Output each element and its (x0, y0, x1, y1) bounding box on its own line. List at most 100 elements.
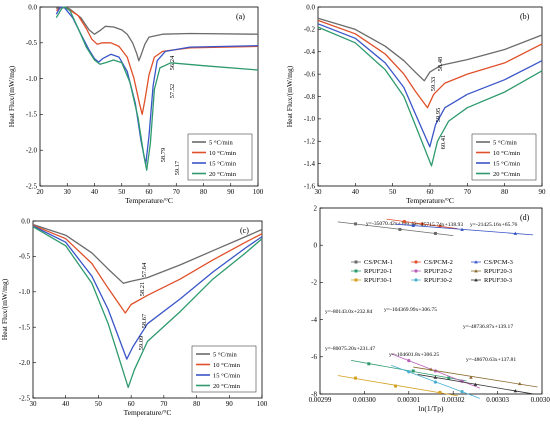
peak-label: 58.79 (160, 148, 167, 163)
data-point (518, 381, 522, 386)
x-tick-label: 50 (95, 400, 103, 408)
peak-label: 59.33 (430, 77, 437, 92)
fit-line-7 (337, 375, 458, 397)
x-tick-label: 70 (464, 188, 472, 196)
data-point (429, 367, 433, 371)
y-tick-label: -0.2 (304, 26, 316, 34)
y-tick-label: -4 (311, 316, 317, 324)
legend-entry: RPUF30-2 (424, 277, 452, 284)
y-tick-label: 0.0 (21, 217, 30, 225)
fit-equation: y=-104601.8x+306.25 (389, 352, 439, 358)
x-tick-label: 60 (146, 188, 154, 196)
x-tick-label: 60 (128, 400, 136, 408)
data-point (407, 359, 411, 363)
y-tick-label: -2.0 (26, 147, 38, 155)
x-tick-label: 90 (226, 400, 234, 408)
y-tick-label: 0.0 (28, 3, 37, 11)
fit-equation: y=-48736.87x+139.17 (463, 324, 513, 330)
y-tick-label: -1.6 (304, 182, 316, 190)
x-tick-label: 80 (200, 188, 208, 196)
peak-label: 60.41 (440, 135, 447, 150)
data-point (398, 227, 402, 231)
peak-label: 59.95 (435, 108, 442, 123)
data-point (420, 222, 424, 226)
y-tick-label: -1.4 (304, 160, 316, 168)
y-tick-label: -6 (311, 353, 317, 361)
peak-label: 58.48 (437, 57, 444, 72)
fit-equation: y=-35070.42x+106.46 (366, 221, 416, 227)
series-line-2 (55, 6, 259, 116)
y-tick-label: 0.0 (306, 3, 315, 11)
x-tick-label: 80 (193, 400, 201, 408)
peak-label: 58.67 (141, 313, 148, 328)
x-tick-label: 0.00304 (531, 396, 550, 404)
y-tick-label: -0.6 (304, 70, 316, 78)
legend-marker (414, 260, 418, 264)
series-line-4 (32, 226, 263, 389)
legend-entry: 20 °C/min (493, 171, 521, 178)
x-axis-label: Temperature/°C (406, 196, 454, 205)
peak-label: 57.52 (169, 84, 176, 99)
data-point (513, 231, 518, 235)
legend-entry: 5 °C/min (493, 139, 517, 146)
x-axis-label: Temperature/°C (125, 196, 173, 205)
legend-entry: CS/PCM-1 (364, 259, 393, 266)
data-point (433, 380, 438, 384)
data-point (411, 369, 415, 373)
fit-equation: y=-48670.63x+137.81 (466, 357, 516, 363)
legend-entry: 20 °C/min (213, 383, 241, 390)
x-axis-label: ln(1/Tp) (419, 404, 444, 413)
legend-entry: 10 °C/min (209, 150, 237, 157)
peak-label: 59.17 (174, 160, 181, 175)
x-tick-label: 40 (352, 188, 360, 196)
legend-marker (474, 278, 478, 282)
y-tick-label: -0.5 (19, 253, 31, 261)
series-line-3 (32, 225, 263, 360)
x-tick-label: 0.00300 (353, 396, 376, 404)
y-tick-label: -2 (311, 279, 317, 287)
data-point (513, 389, 518, 393)
x-tick-label: 80 (501, 188, 509, 196)
data-point (354, 222, 358, 226)
data-point (469, 375, 473, 379)
legend-entry: 15 °C/min (209, 160, 237, 167)
fit-equation: y=-45715.74x+138.93 (413, 222, 463, 228)
plot-frame (32, 220, 263, 399)
legend-marker (414, 269, 418, 273)
data-point (473, 382, 478, 386)
peak-label: 58.21 (139, 282, 146, 297)
legend-entry: 10 °C/min (493, 150, 521, 157)
data-point (438, 224, 442, 228)
y-tick-label: 2 (314, 204, 318, 212)
y-axis-label: Heat Flux/(mW/mg) (7, 65, 16, 127)
legend-entry: RPUF20-1 (364, 268, 392, 275)
legend-entry: 5 °C/min (213, 351, 237, 358)
y-tick-label: 0 (314, 242, 318, 250)
y-tick-label: -1.5 (26, 111, 38, 119)
series-line-4 (317, 26, 543, 167)
panel-b: 30 40 50 60 70 80 90 0.0 -0.2 -0.4 -0.6 -0.8 -1.0 -1.… (285, 3, 546, 205)
series-line-1 (317, 17, 543, 82)
x-tick-label: 90 (539, 188, 547, 196)
series-line-1 (56, 6, 259, 62)
data-point (407, 370, 411, 374)
legend-entry: RPUF30-3 (484, 277, 512, 284)
x-tick-label: 30 (64, 188, 72, 196)
y-tick-label: -8 (311, 390, 317, 398)
y-tick-label: -0.4 (304, 48, 316, 56)
legend-entry: CS/PCM-3 (484, 259, 513, 266)
legend-entry: CS/PCM-2 (424, 259, 453, 266)
y-axis-label: Heat Flux/(mW/mg) (285, 65, 294, 127)
data-point (411, 223, 416, 227)
x-tick-label: 90 (227, 188, 235, 196)
data-point (354, 376, 358, 380)
fit-line-3 (395, 223, 534, 236)
series-line-1 (32, 223, 263, 284)
y-axis-label: Heat Flux/(mW/mg) (0, 278, 9, 340)
plot-frame (319, 207, 543, 395)
legend-marker (354, 269, 358, 273)
y-tick-label: -1.0 (304, 115, 316, 123)
legend-entry: 10 °C/min (213, 362, 241, 369)
data-point (438, 390, 442, 394)
